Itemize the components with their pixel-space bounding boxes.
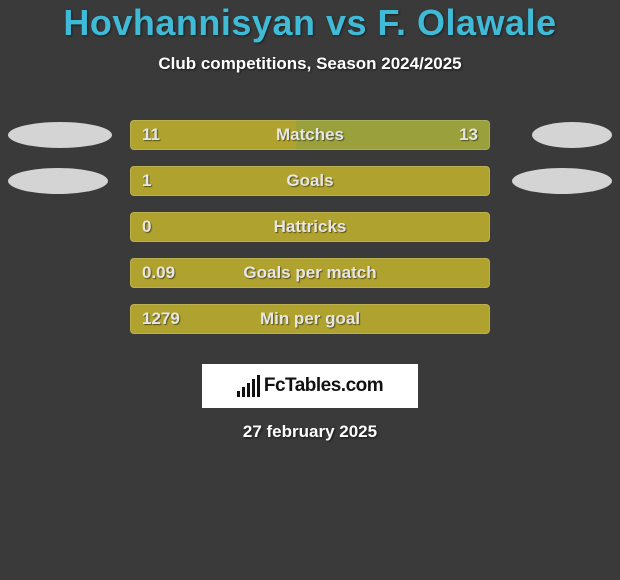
stat-bar: 1 Goals — [130, 166, 490, 196]
right-side — [500, 168, 620, 194]
stat-row: 11 13 Matches — [0, 112, 620, 158]
player-right-ellipse — [532, 122, 612, 148]
date-label: 27 february 2025 — [0, 422, 620, 442]
stat-bar: 0 Hattricks — [130, 212, 490, 242]
value-left: 11 — [142, 125, 160, 145]
page-title: Hovhannisyan vs F. Olawale — [0, 2, 620, 44]
value-right: 13 — [459, 125, 478, 145]
comparison-infographic: Hovhannisyan vs F. Olawale Club competit… — [0, 0, 620, 442]
fctables-logo: FcTables.com — [202, 364, 418, 408]
metric-label: Hattricks — [274, 217, 347, 237]
metric-label: Min per goal — [260, 309, 360, 329]
left-side — [0, 122, 120, 148]
stat-bar: 1279 Min per goal — [130, 304, 490, 334]
stats-rows: 11 13 Matches 1 Goals 0 Hattricks 0.09 Goals per… — [0, 112, 620, 342]
metric-label: Goals per match — [243, 263, 376, 283]
value-left: 0.09 — [142, 263, 175, 283]
logo-text: FcTables.com — [264, 375, 383, 397]
value-left: 1279 — [142, 309, 180, 329]
player-right-ellipse — [512, 168, 612, 194]
left-side — [0, 168, 120, 194]
stat-row: 0 Hattricks — [0, 204, 620, 250]
stat-row: 1 Goals — [0, 158, 620, 204]
value-left: 0 — [142, 217, 151, 237]
metric-label: Goals — [286, 171, 333, 191]
metric-label: Matches — [276, 125, 344, 145]
stat-bar: 0.09 Goals per match — [130, 258, 490, 288]
logo-bars-icon — [237, 375, 260, 397]
stat-row: 0.09 Goals per match — [0, 250, 620, 296]
player-left-ellipse — [8, 122, 112, 148]
right-side — [500, 122, 620, 148]
subtitle: Club competitions, Season 2024/2025 — [0, 54, 620, 74]
value-left: 1 — [142, 171, 151, 191]
stat-bar: 11 13 Matches — [130, 120, 490, 150]
stat-row: 1279 Min per goal — [0, 296, 620, 342]
player-left-ellipse — [8, 168, 108, 194]
